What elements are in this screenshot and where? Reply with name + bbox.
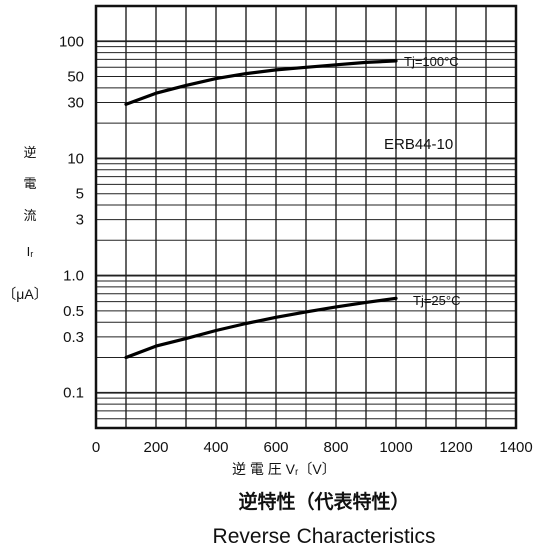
chart-subtitle: Reverse Characteristics (213, 525, 436, 548)
y-label-line: 逆 (23, 145, 36, 160)
y-label-line: Iᵣ (27, 244, 34, 259)
y-label-line: 〔μA〕 (2, 286, 47, 302)
x-tick-label: 0 (92, 439, 100, 456)
y-axis-label: 逆電流 Iᵣ 〔μA〕 (2, 145, 47, 302)
x-tick-label: 200 (143, 439, 168, 456)
grid-lines (96, 6, 516, 428)
y-label-line: 電 (23, 176, 36, 191)
y-tick-label: 0.3 (63, 329, 84, 346)
series-label-tj100: Tj=100°C (404, 54, 459, 69)
series-line-0 (124, 59, 398, 106)
x-tick-labels: 0 200 400 600 800 1000 1200 1400 (92, 439, 533, 456)
y-label-line: 流 (23, 208, 36, 223)
x-tick-label: 1400 (499, 439, 532, 456)
x-tick-label: 600 (263, 439, 288, 456)
series-curves (124, 59, 398, 360)
y-tick-label: 50 (67, 69, 84, 86)
y-tick-label: 1.0 (63, 268, 84, 285)
y-tick-label: 5 (76, 186, 84, 203)
y-tick-labels: 100 50 30 10 5 3 1.0 0.5 0.3 0.1 (59, 33, 84, 401)
y-tick-label: 0.1 (63, 385, 84, 402)
plot-frame (94, 4, 518, 430)
series-line-1 (124, 296, 398, 360)
x-tick-label: 400 (203, 439, 228, 456)
x-tick-label: 1000 (379, 439, 412, 456)
y-tick-label: 3 (76, 212, 84, 229)
y-tick-label: 0.5 (63, 303, 84, 320)
x-tick-label: 1200 (439, 439, 472, 456)
y-tick-label: 30 (67, 95, 84, 112)
y-tick-label: 100 (59, 33, 84, 50)
x-axis-label: 逆 電 圧 Vᵣ〔V〕 (232, 461, 336, 477)
x-tick-label: 800 (323, 439, 348, 456)
y-tick-label: 10 (67, 150, 84, 167)
model-label: ERB44-10 (384, 136, 453, 153)
chart-title: 逆特性（代表特性） (238, 490, 409, 513)
series-label-tj25: Tj=25°C (413, 293, 460, 308)
